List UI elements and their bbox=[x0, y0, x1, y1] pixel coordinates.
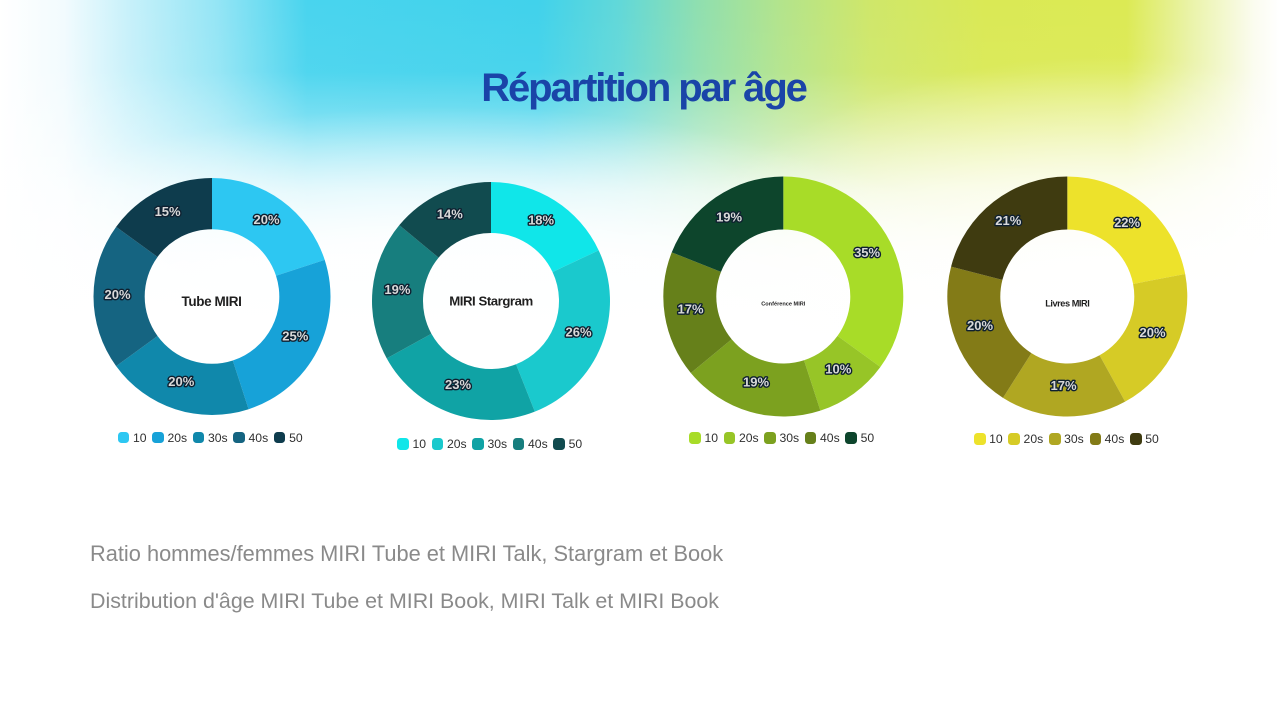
svg-text:20%: 20% bbox=[1139, 325, 1165, 340]
svg-text:25%: 25% bbox=[282, 328, 308, 343]
svg-text:18%: 18% bbox=[528, 213, 554, 228]
svg-text:14%: 14% bbox=[437, 207, 463, 222]
svg-text:26%: 26% bbox=[565, 324, 591, 339]
svg-text:Livres MIRI: Livres MIRI bbox=[1045, 299, 1089, 309]
svg-text:20%: 20% bbox=[967, 318, 993, 333]
svg-text:19%: 19% bbox=[743, 374, 769, 389]
svg-text:MIRI Stargram: MIRI Stargram bbox=[449, 294, 533, 309]
svg-text:Conférence MIRI: Conférence MIRI bbox=[761, 301, 806, 307]
svg-text:19%: 19% bbox=[384, 282, 410, 297]
svg-text:23%: 23% bbox=[445, 377, 471, 392]
svg-text:22%: 22% bbox=[1114, 215, 1140, 230]
svg-text:35%: 35% bbox=[854, 245, 880, 260]
svg-text:17%: 17% bbox=[677, 302, 703, 317]
svg-text:15%: 15% bbox=[155, 204, 181, 219]
svg-text:21%: 21% bbox=[995, 213, 1021, 228]
svg-text:20%: 20% bbox=[168, 374, 194, 389]
svg-text:20%: 20% bbox=[104, 287, 130, 302]
svg-text:10%: 10% bbox=[825, 362, 851, 377]
svg-text:17%: 17% bbox=[1050, 378, 1076, 393]
svg-text:Tube MIRI: Tube MIRI bbox=[182, 294, 242, 309]
svg-text:20%: 20% bbox=[253, 212, 279, 227]
svg-text:19%: 19% bbox=[716, 210, 742, 225]
